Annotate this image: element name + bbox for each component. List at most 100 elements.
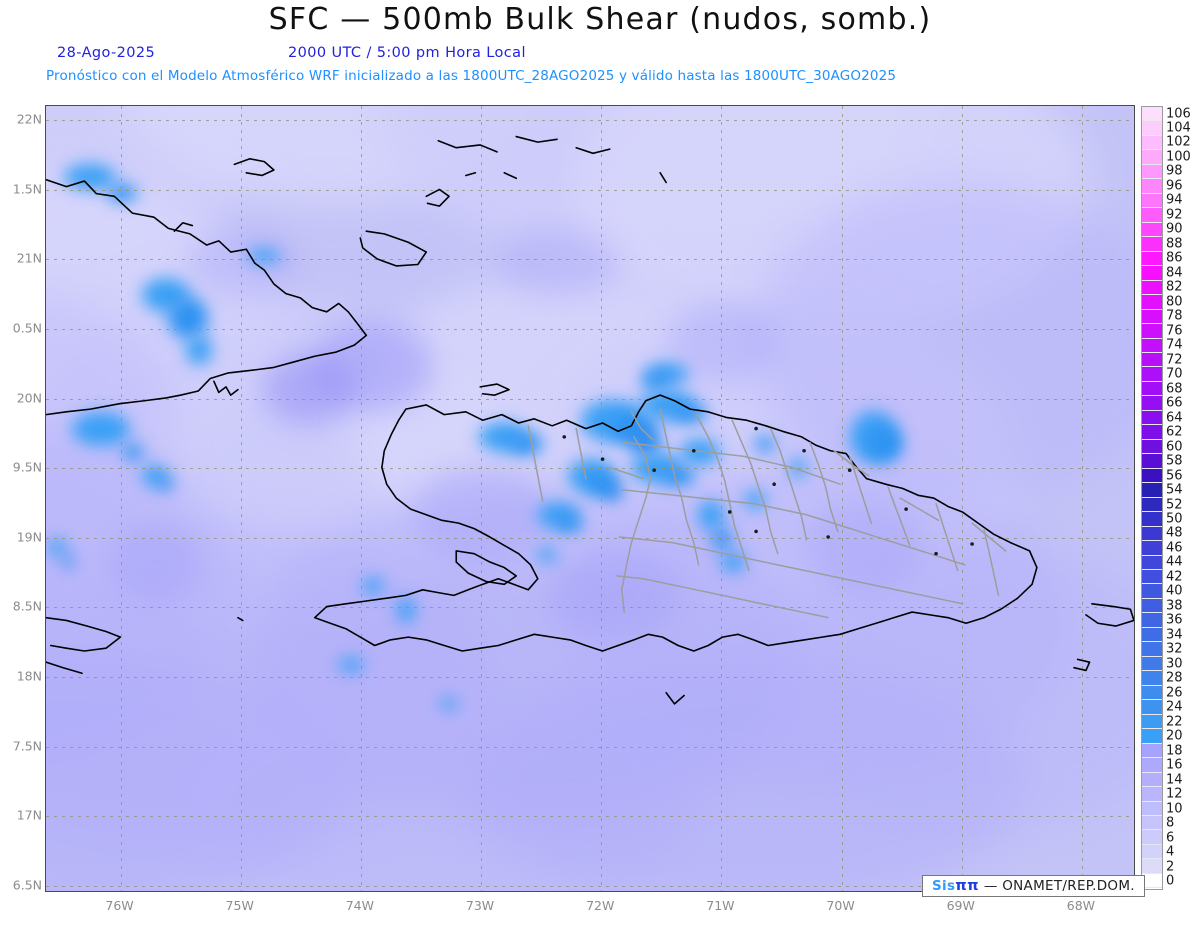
lat-tick-label: 22N bbox=[16, 111, 42, 127]
lat-tick-label: 20N bbox=[16, 390, 42, 405]
watermark-agency: — ONAMET/REP.DOM. bbox=[983, 878, 1135, 894]
province-border bbox=[575, 427, 587, 480]
colorbar-swatch bbox=[1142, 787, 1162, 802]
lat-tick-label: 0.5N bbox=[12, 320, 42, 336]
colorbar-tick-label: 82 bbox=[1166, 279, 1183, 295]
coastline bbox=[237, 616, 244, 622]
colorbar-tick-label: 18 bbox=[1166, 743, 1183, 759]
lat-tick-label: 1.5N bbox=[12, 181, 42, 197]
coastline bbox=[479, 383, 510, 396]
province-border bbox=[899, 497, 940, 522]
colorbar-tick-label: 56 bbox=[1166, 468, 1183, 484]
colorbar-tick-label: 34 bbox=[1166, 627, 1183, 643]
lat-tick-label: 21N bbox=[16, 250, 42, 266]
colorbar-swatch bbox=[1142, 642, 1162, 657]
city-marker bbox=[934, 551, 938, 556]
shear-contour-blob bbox=[158, 477, 173, 490]
colorbar-swatch bbox=[1142, 671, 1162, 686]
page-title: SFC — 500mb Bulk Shear (nudos, somb.) bbox=[268, 2, 932, 37]
coastline bbox=[46, 178, 368, 416]
colorbar-tick-label: 66 bbox=[1166, 395, 1183, 411]
coastline bbox=[173, 221, 194, 232]
map-plot-area[interactable] bbox=[45, 105, 1135, 892]
colorbar-tick-label: 104 bbox=[1166, 120, 1191, 136]
colorbar-tick-label: 8 bbox=[1166, 815, 1175, 831]
colorbar-tick-label: 54 bbox=[1166, 482, 1183, 498]
colorbar-swatch bbox=[1142, 859, 1162, 874]
colorbar-swatch bbox=[1142, 772, 1162, 788]
coastline-and-border-vectors bbox=[46, 135, 1134, 705]
shear-contour-blob bbox=[338, 657, 365, 672]
shear-contour-blob bbox=[362, 578, 384, 595]
shear-contour-blob bbox=[547, 548, 678, 639]
coastline bbox=[455, 550, 518, 586]
colorbar-tick-label: 20 bbox=[1166, 728, 1183, 744]
province-border bbox=[971, 522, 1007, 552]
colorbar-swatch bbox=[1142, 613, 1162, 628]
colorbar-tick-label: 50 bbox=[1166, 511, 1183, 527]
coastline bbox=[313, 394, 1038, 652]
colorbar-swatch bbox=[1142, 295, 1162, 310]
colorbar-swatch bbox=[1142, 526, 1162, 542]
shear-contour-blob bbox=[122, 444, 145, 461]
shear-contour-blob bbox=[396, 596, 415, 623]
lat-tick-label: 6.5N bbox=[12, 877, 42, 893]
colorbar-tick-label: 22 bbox=[1166, 714, 1183, 730]
shear-contour-blob bbox=[755, 436, 776, 453]
colorbar-swatch bbox=[1142, 584, 1162, 599]
colorbar-swatch bbox=[1142, 367, 1162, 382]
province-border bbox=[695, 413, 750, 572]
colorbar-swatch bbox=[1142, 164, 1162, 180]
colorbar-tick-label: 68 bbox=[1166, 381, 1183, 397]
colorbar-swatch bbox=[1142, 309, 1162, 325]
colorbar-swatch bbox=[1142, 497, 1162, 513]
colorbar-tick-label: 0 bbox=[1166, 873, 1175, 889]
colorbar-tick-label: 60 bbox=[1166, 439, 1183, 455]
colorbar-tick-label: 106 bbox=[1166, 106, 1191, 122]
colorbar-tick-label: 76 bbox=[1166, 323, 1183, 339]
colorbar-swatch bbox=[1142, 280, 1162, 296]
colorbar-swatch bbox=[1142, 512, 1162, 527]
city-marker bbox=[754, 529, 758, 534]
province-border bbox=[809, 441, 839, 533]
colorbar-tick-label: 14 bbox=[1166, 772, 1183, 788]
shear-contour-blob bbox=[463, 657, 1024, 891]
shear-contour-blob bbox=[790, 458, 807, 479]
colorbar-tick-label: 90 bbox=[1166, 221, 1183, 237]
shear-contour-blob bbox=[178, 678, 699, 891]
province-border bbox=[620, 436, 652, 613]
colorbar-tick-label: 28 bbox=[1166, 670, 1183, 686]
colorbar-tick-label: 4 bbox=[1166, 844, 1175, 860]
colorbar-tick-label: 78 bbox=[1166, 308, 1183, 324]
shear-contour-blob bbox=[439, 698, 460, 711]
shear-shading-layer bbox=[46, 106, 1134, 891]
shear-contour-blob bbox=[498, 228, 619, 299]
colorbar-swatch bbox=[1142, 222, 1162, 238]
province-border bbox=[935, 502, 959, 572]
colorbar-swatch bbox=[1142, 815, 1162, 831]
lat-tick-label: 17N bbox=[16, 807, 42, 823]
colorbar-tick-label: 26 bbox=[1166, 685, 1183, 701]
colorbar-tick-label: 40 bbox=[1166, 583, 1183, 599]
colorbar-swatch bbox=[1142, 237, 1162, 252]
colorbar-swatch bbox=[1142, 324, 1162, 339]
shear-contour-blob bbox=[773, 543, 1134, 834]
shear-contour-blob bbox=[247, 248, 281, 263]
colorbar-swatch bbox=[1142, 135, 1162, 151]
coastline bbox=[465, 171, 477, 177]
shear-contour-blob bbox=[868, 427, 903, 462]
colorbar-swatch bbox=[1142, 193, 1162, 209]
province-border bbox=[623, 441, 841, 485]
longitude-axis: 76W 75W 74W 73W 72W 71W 70W 69W 68W bbox=[45, 893, 1135, 923]
city-marker bbox=[562, 435, 567, 439]
colorbar-tick-label: 88 bbox=[1166, 236, 1183, 252]
colorbar-swatch bbox=[1142, 714, 1162, 730]
province-border bbox=[769, 427, 808, 541]
province-border bbox=[659, 408, 700, 566]
city-marker bbox=[772, 482, 776, 486]
colorbar-tick-label: 30 bbox=[1166, 656, 1183, 672]
shear-contour-blob bbox=[720, 552, 745, 573]
lon-tick-label: 76W bbox=[105, 898, 134, 913]
city-marker bbox=[802, 448, 806, 453]
colorbar-swatch bbox=[1142, 352, 1162, 368]
